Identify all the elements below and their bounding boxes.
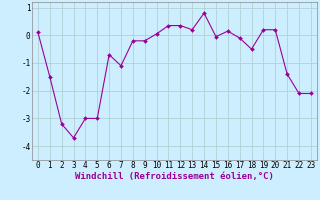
X-axis label: Windchill (Refroidissement éolien,°C): Windchill (Refroidissement éolien,°C) [75, 172, 274, 181]
